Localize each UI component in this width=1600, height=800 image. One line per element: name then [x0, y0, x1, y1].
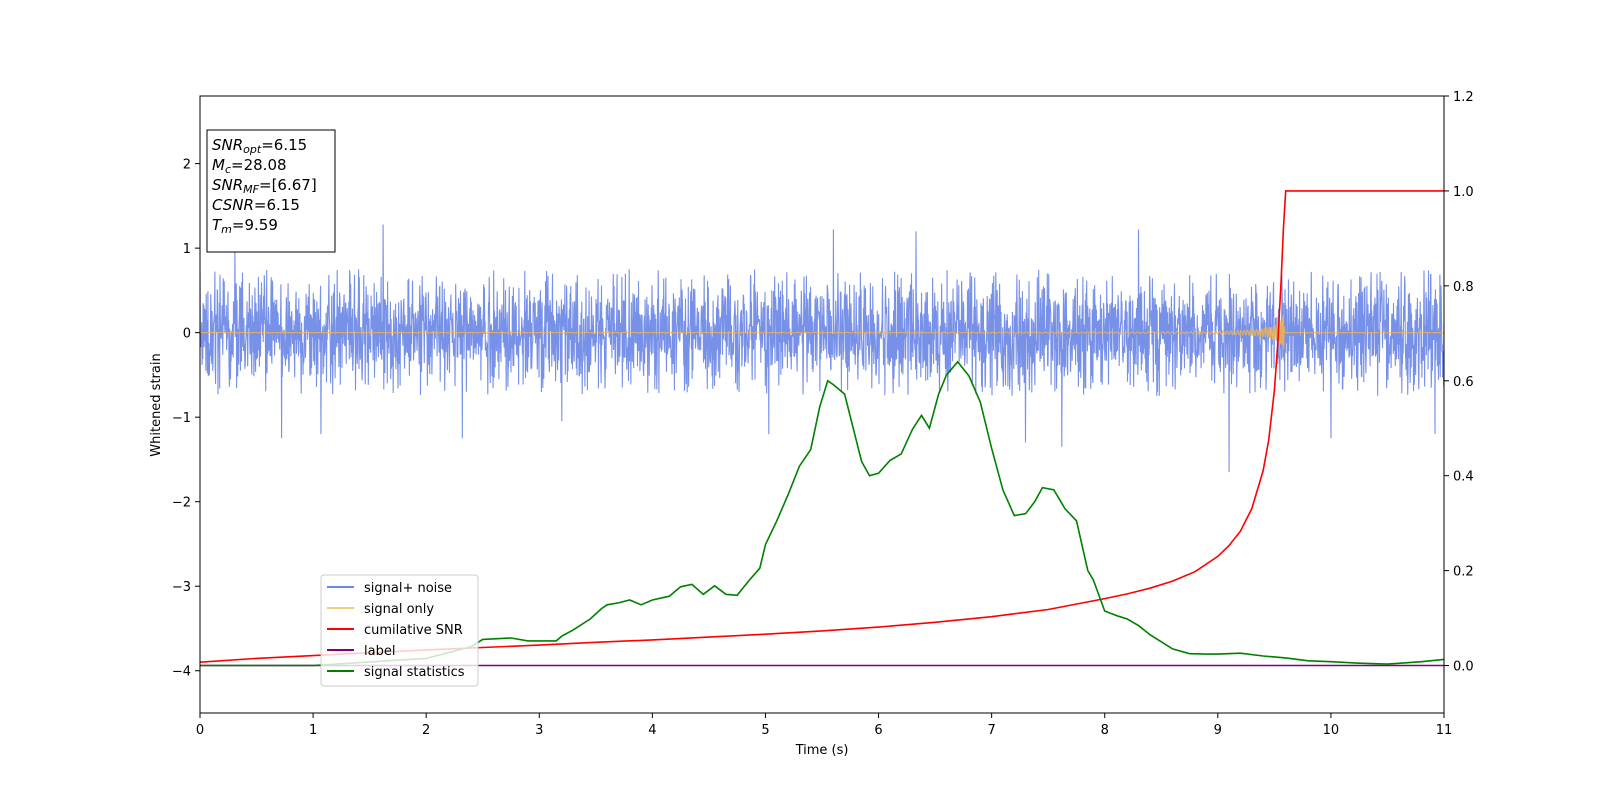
x-tick-label: 3 [535, 723, 543, 738]
y-tick-label: −1 [172, 411, 191, 426]
x-tick-label: 9 [1214, 723, 1222, 738]
legend-label: signal statistics [364, 665, 465, 680]
annotation-line: Tm=9.59 [212, 216, 278, 236]
x-axis-title: Time (s) [795, 743, 849, 758]
y-tick-label: 0 [183, 327, 191, 342]
series-line-signal-only [200, 314, 1444, 350]
x-tick-label: 10 [1323, 723, 1340, 738]
annotation-line: CSNR=6.15 [212, 196, 300, 214]
y-axis-title: Whitened strain [149, 353, 164, 456]
x-tick-label: 4 [648, 723, 656, 738]
x-tick-label: 1 [309, 723, 317, 738]
y2-tick-label: 1.0 [1453, 185, 1474, 200]
y2-tick-label: 0.4 [1453, 470, 1474, 485]
x-tick-label: 2 [422, 723, 430, 738]
annotation-line: SNRMF=[6.67] [212, 176, 317, 196]
x-axis: 0 1 2 3 4 5 6 7 8 9 10 11 [196, 713, 1452, 738]
y-tick-label: −2 [172, 496, 191, 511]
y2-tick-label: 0.6 [1453, 375, 1474, 390]
x-tick-label: 7 [987, 723, 995, 738]
y2-tick-label: 0.2 [1453, 565, 1474, 580]
y2-tick-label: 0.8 [1453, 280, 1474, 295]
y-tick-label: −3 [172, 580, 191, 595]
legend: signal+ noise signal only cumilative SNR la… [320, 574, 479, 687]
stats-annotation-box: SNRopt=6.15Mc=28.08SNRMF=[6.67]CSNR=6.15… [206, 129, 336, 253]
annotation-line: Mc=28.08 [212, 156, 287, 176]
x-tick-label: 6 [874, 723, 882, 738]
annotation-line: SNRopt=6.15 [212, 136, 307, 156]
legend-label: signal+ noise [364, 581, 452, 596]
y-tick-label: 1 [183, 242, 191, 257]
y2-tick-label: 1.2 [1453, 90, 1474, 105]
annotation-frame [206, 129, 336, 253]
legend-label: signal only [364, 602, 434, 617]
series-line-signal-noise [200, 224, 1444, 473]
y-axis-left: −4 −3 −2 −1 0 1 2 [172, 158, 200, 680]
y-axis-right: 0.0 0.2 0.4 0.6 0.8 1.0 1.2 [1444, 90, 1474, 675]
legend-frame [320, 574, 479, 687]
series-line-signal-statistics [200, 360, 1444, 667]
y-tick-label: 2 [183, 158, 191, 173]
x-tick-label: 0 [196, 723, 204, 738]
x-tick-label: 8 [1101, 723, 1109, 738]
series-line-cumilative-snr [200, 190, 1444, 663]
legend-label: label [364, 644, 395, 659]
legend-label: cumilative SNR [364, 623, 463, 638]
y2-tick-label: 0.0 [1453, 660, 1474, 675]
x-tick-label: 11 [1436, 723, 1453, 738]
plot-area-frame [199, 95, 1445, 714]
x-tick-label: 5 [761, 723, 769, 738]
y-tick-label: −4 [172, 665, 191, 680]
